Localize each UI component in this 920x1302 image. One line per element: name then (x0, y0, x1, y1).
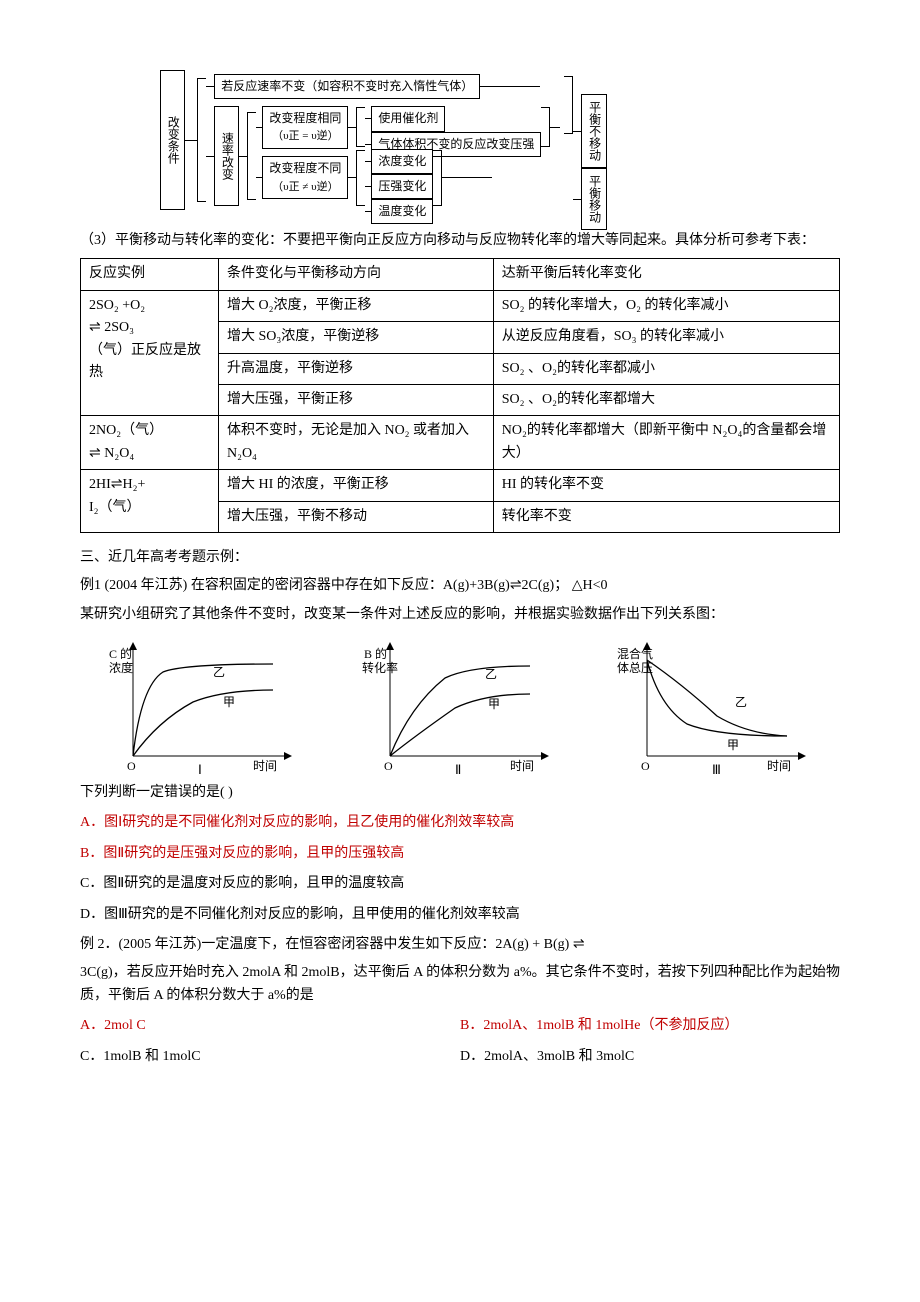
r6c3: HI 的转化率不变 (493, 470, 839, 501)
r3c3: SO₂ 、O₂的转化率都减小 (493, 353, 839, 384)
ex1-line1: 例1 (2004 年江苏) 在容积固定的密闭容器中存在如下反应：A(g)+3B(… (80, 575, 840, 597)
ex2-opt-b: B．2molA、1molB 和 1molHe（不参加反应） (460, 1015, 738, 1037)
opt-a: A．图Ⅰ研究的是不同催化剂对反应的影响，且乙使用的催化剂效率较高 (80, 812, 840, 834)
fc-branch1: 若反应速率不变（如容积不变时充入惰性气体） (214, 74, 480, 99)
r1c1b: ⇌ 2SO₃ (89, 320, 134, 335)
c2-yi: 乙 (485, 667, 497, 681)
fc-catalyst: 使用催化剂 (371, 106, 445, 131)
r2c3: 从逆反应角度看，SO₃ 的转化率减小 (493, 322, 839, 353)
c2-jia: 甲 (488, 697, 500, 711)
r3c2: 升高温度，平衡逆移 (218, 353, 493, 384)
c1-roman: Ⅰ (198, 762, 202, 776)
ex2-opt-c: C．1molB 和 1molC (80, 1046, 460, 1068)
r1c1c: （气）正反应是放热 (89, 343, 201, 380)
r5c1b: ⇌ N₂O₄ (89, 446, 134, 461)
ex1-options: A．图Ⅰ研究的是不同催化剂对反应的影响，且乙使用的催化剂效率较高 B．图Ⅱ研究的… (80, 812, 840, 926)
fc-diff-label: 改变程度不同 (269, 159, 341, 178)
r5c3: NO₂的转化率都增大（即新平衡中 N₂O₄的含量都会增大） (493, 416, 839, 470)
c3-yi: 乙 (735, 695, 747, 709)
fc-same-label: 改变程度相同 (269, 109, 341, 128)
ex2-line1: 例 2．(2005 年江苏)一定温度下，在恒容密闭容器中发生如下反应：2A(g)… (80, 934, 840, 956)
c2-xl: 时间 (510, 759, 534, 773)
chart-1: C 的 浓度 O 时间 乙 甲 Ⅰ (80, 636, 327, 776)
r1c1a: 2SO₂ +O₂ (89, 298, 145, 313)
opt-d: D．图Ⅲ研究的是不同催化剂对反应的影响，且甲使用的催化剂效率较高 (80, 904, 840, 926)
c2-yl2: 转化率 (362, 660, 398, 675)
ex2-options: A．2mol C B．2molA、1molB 和 1molHe（不参加反应） C… (80, 1015, 840, 1068)
r4c3: SO₂ 、O₂的转化率都增大 (493, 384, 839, 415)
r4c2: 增大压强，平衡正移 (218, 384, 493, 415)
fc-temp: 温度变化 (371, 199, 433, 224)
r5c2: 体积不变时，无论是加入 NO₂ 或者加入 N₂O₄ (218, 416, 493, 470)
charts-row: C 的 浓度 O 时间 乙 甲 Ⅰ B 的 转化率 O 时间 乙 (80, 636, 840, 776)
r2c2: 增大 SO₃浓度，平衡逆移 (218, 322, 493, 353)
fc-conc: 浓度变化 (371, 149, 433, 174)
c1-jia: 甲 (223, 695, 235, 709)
c1-origin: O (127, 759, 136, 773)
fc-shift: 平衡移动 (581, 168, 606, 230)
q1-stem: 下列判断一定错误的是( ) (80, 782, 840, 804)
ex2-opt-a: A．2mol C (80, 1015, 460, 1037)
conversion-table: 反应实例 条件变化与平衡移动方向 达新平衡后转化率变化 2SO₂ +O₂ ⇌ 2… (80, 258, 840, 533)
r1c3: SO₂ 的转化率增大，O₂ 的转化率减小 (493, 290, 839, 321)
r7c3: 转化率不变 (493, 501, 839, 532)
c3-jia: 甲 (727, 738, 739, 752)
c2-origin: O (384, 759, 393, 773)
para-3-intro: （3）平衡移动与转化率的变化：不要把平衡向正反应方向移动与反应物转化率的增大等同… (80, 230, 840, 252)
chart-2: B 的 转化率 O 时间 乙 甲 Ⅱ (337, 636, 584, 776)
opt-b: B．图Ⅱ研究的是压强对反应的影响，且甲的压强较高 (80, 843, 840, 865)
ex2-opt-d: D．2molA、3molB 和 3molC (460, 1046, 634, 1068)
c1-yl2: 浓度 (109, 660, 133, 675)
fc-press: 压强变化 (371, 174, 433, 199)
c3-origin: O (641, 759, 650, 773)
th-2: 条件变化与平衡移动方向 (218, 259, 493, 290)
c3-roman: Ⅲ (712, 762, 721, 776)
r5c1: 2NO₂（气） ⇌ N₂O₄ (81, 416, 219, 470)
r6c1b: I₂（气） (89, 500, 141, 515)
opt-c: C．图Ⅱ研究的是温度对反应的影响，且甲的温度较高 (80, 873, 840, 895)
th-1: 反应实例 (81, 259, 219, 290)
c1-yi: 乙 (213, 665, 225, 679)
fc-rate-change: 速率改变 (214, 106, 239, 206)
fc-diff-sub: （υ正 ≠ υ逆） (272, 179, 338, 197)
fc-diff: 改变程度不同 （υ正 ≠ υ逆） (262, 156, 348, 199)
c1-yl1: C 的 (109, 646, 132, 661)
r1c2: 增大 O₂浓度，平衡正移 (218, 290, 493, 321)
ex1-line2: 某研究小组研究了其他条件不变时，改变某一条件对上述反应的影响，并根据实验数据作出… (80, 604, 840, 626)
th-3: 达新平衡后转化率变化 (493, 259, 839, 290)
c1-xl: 时间 (253, 759, 277, 773)
fc-no-shift: 平衡不移动 (581, 94, 606, 168)
section-3-title: 三、近几年高考考题示例： (80, 547, 840, 569)
c3-xl: 时间 (767, 759, 791, 773)
r1c1: 2SO₂ +O₂ ⇌ 2SO₃ （气）正反应是放热 (81, 290, 219, 416)
fc-root: 改变条件 (160, 70, 185, 210)
c2-yl1: B 的 (364, 646, 387, 661)
flowchart-diagram: 改变条件 若反应速率不变（如容积不变时充入惰性气体） 速率改变 (160, 70, 760, 210)
fc-same-sub: （υ正 = υ逆） (272, 128, 339, 146)
fc-same: 改变程度相同 （υ正 = υ逆） (262, 106, 348, 149)
r7c2: 增大压强，平衡不移动 (218, 501, 493, 532)
r6c1: 2HI⇌H₂+ I₂（气） (81, 470, 219, 533)
r5c1a: 2NO₂（气） (89, 423, 163, 438)
r6c1a: 2HI⇌H₂+ (89, 477, 145, 492)
c2-roman: Ⅱ (455, 762, 461, 776)
ex2-line2: 3C(g)，若反应开始时充入 2molA 和 2molB，达平衡后 A 的体积分… (80, 962, 840, 1007)
c3-yl1: 混合气 (617, 646, 653, 661)
r6c2: 增大 HI 的浓度，平衡正移 (218, 470, 493, 501)
chart-3: 混合气 体总压 O 时间 甲 乙 Ⅲ (593, 636, 840, 776)
